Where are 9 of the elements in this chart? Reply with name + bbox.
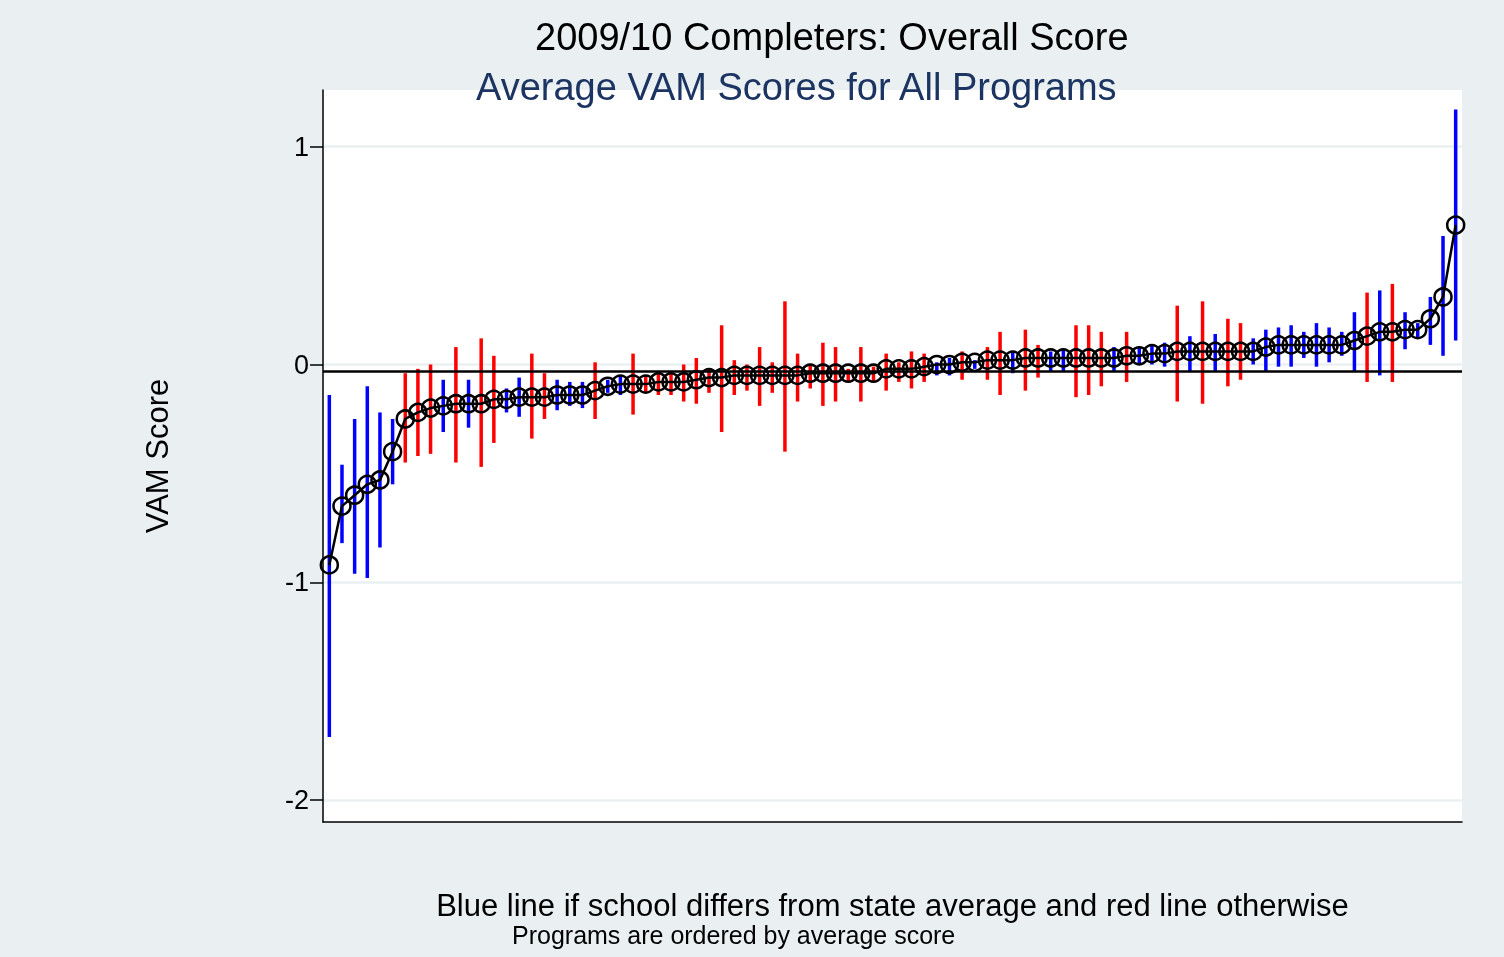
text: Programs are ordered by average score (512, 920, 956, 949)
x-axis-title: Blue line if school differs from state average and red line otherwise (436, 888, 1349, 923)
y-tick-label: 1 (293, 131, 309, 162)
y-tick-label: 0 (293, 349, 309, 380)
y-tick-label: -1 (284, 567, 309, 598)
y-tick-label: -2 (284, 785, 309, 816)
chart-title: 2009/10 Completers: Overall Score (535, 16, 1129, 58)
y-axis-title: VAM Score (140, 378, 175, 534)
chart-subtitle: Average VAM Scores for All Programs (476, 66, 1117, 108)
